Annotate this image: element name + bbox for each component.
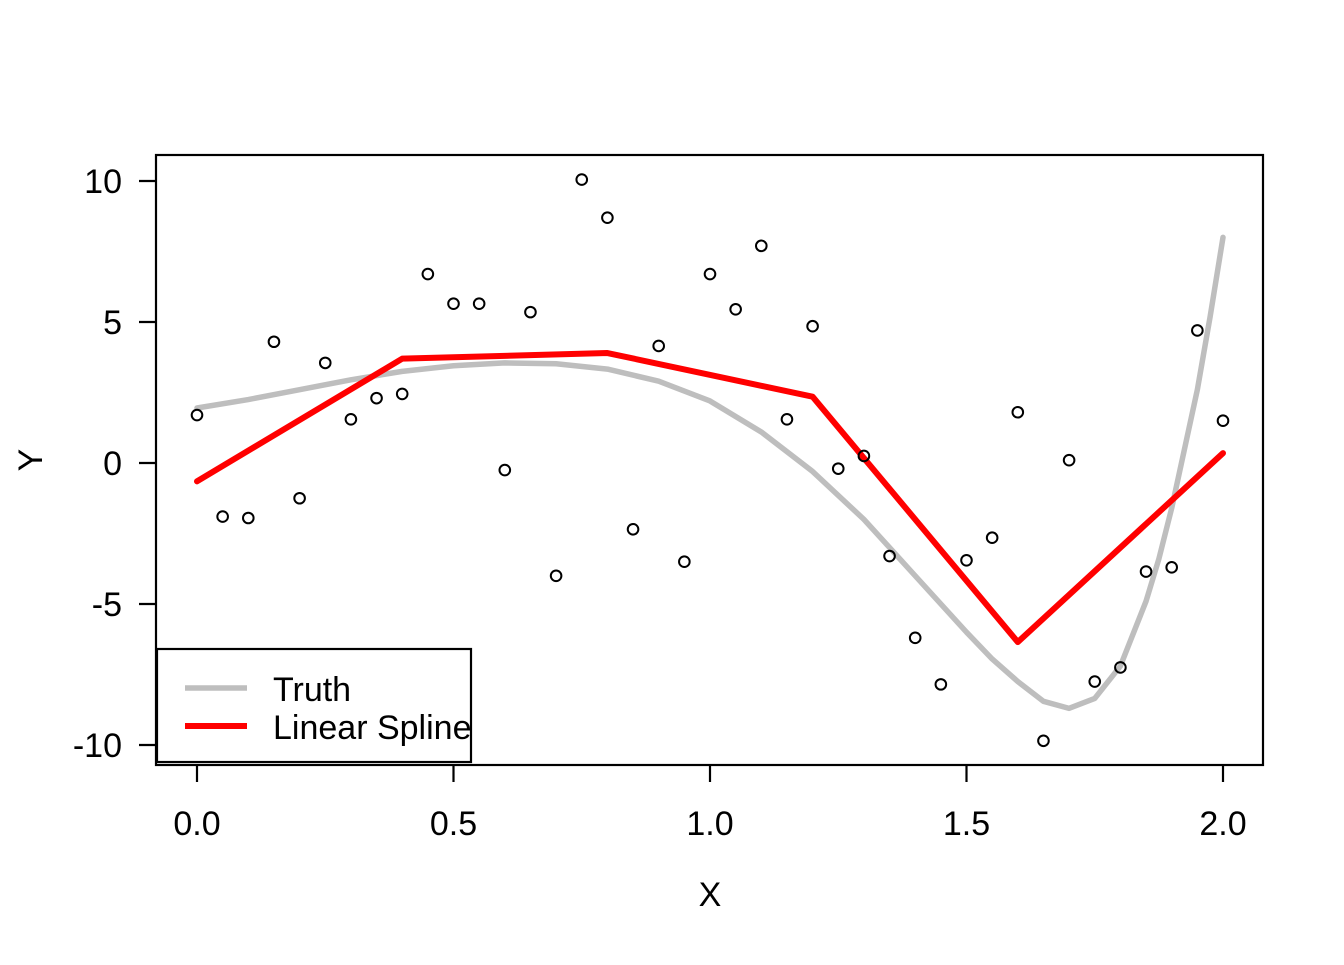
scatter-point [601, 211, 614, 224]
scatter-point [421, 267, 435, 281]
scatter-point [318, 356, 332, 370]
x-axis-tick-label: 0.5 [430, 805, 477, 843]
scatter-point [652, 339, 666, 353]
scatter-point [626, 522, 640, 536]
scatter-point [575, 173, 589, 186]
scatter-point [1216, 414, 1230, 428]
scatter-point [549, 569, 563, 583]
scatter-points [190, 173, 1230, 748]
legend-border [155, 647, 473, 764]
scatter-point [729, 303, 742, 316]
legend-spline-label: Linear Spline [273, 709, 471, 747]
scatter-point [678, 555, 691, 569]
scatter-point [703, 267, 717, 281]
scatter-point [395, 387, 409, 401]
truth-line [194, 234, 1226, 712]
scatter-point [344, 412, 358, 426]
scatter-point [755, 239, 768, 253]
scatter-point [908, 631, 922, 645]
scatter-point [831, 462, 845, 475]
scatter-point [242, 511, 255, 525]
x-axis-tick-label: 2.0 [1199, 805, 1246, 843]
y-axis-tick-label: 0 [103, 445, 122, 483]
x-axis-tick-label: 1.5 [943, 805, 990, 843]
scatter-point [498, 463, 512, 477]
scatter-point [1165, 561, 1178, 574]
legend-truth-label: Truth [273, 671, 351, 709]
y-axis-title: Y [12, 449, 50, 472]
axes-ticks: 0.0 0.5 1.0 1.5 2.0 10 5 0 -5 -10 [73, 163, 1247, 843]
y-axis-tick-label: -5 [92, 586, 122, 624]
scatter-point [216, 510, 229, 523]
scatter-point [1037, 734, 1050, 748]
y-axis-tick-label: -10 [73, 727, 122, 765]
x-axis-tick-label: 1.0 [686, 805, 733, 843]
scatter-point [780, 412, 794, 426]
scatter-point [293, 491, 306, 505]
scatter-point [1088, 675, 1102, 688]
scatter-point [190, 408, 204, 422]
x-axis-tick-label: 0.0 [173, 805, 220, 843]
scatter-point [1062, 453, 1076, 467]
scatter-point [934, 678, 948, 691]
linear-spline-line [194, 350, 1226, 646]
scatter-point [472, 297, 486, 310]
scatter-point [1114, 661, 1127, 674]
scatter-point [806, 319, 819, 333]
scatter-point [857, 449, 871, 463]
scatter-point [1191, 324, 1204, 337]
y-axis-tick-label: 10 [84, 163, 122, 201]
scatter-point [1011, 405, 1025, 419]
scatter-point [370, 391, 383, 405]
scatter-point [267, 335, 281, 349]
scatter-point [524, 305, 537, 319]
scatter-point [883, 549, 896, 563]
y-axis-tick-label: 5 [103, 304, 122, 342]
scatter-point [447, 297, 460, 310]
scatter-point [960, 553, 973, 567]
series-lines [194, 234, 1226, 712]
x-axis-title: X [699, 876, 722, 914]
scatter-point [1139, 565, 1153, 578]
legend: Truth Linear Spline [155, 647, 473, 764]
scatter-point [985, 531, 999, 545]
